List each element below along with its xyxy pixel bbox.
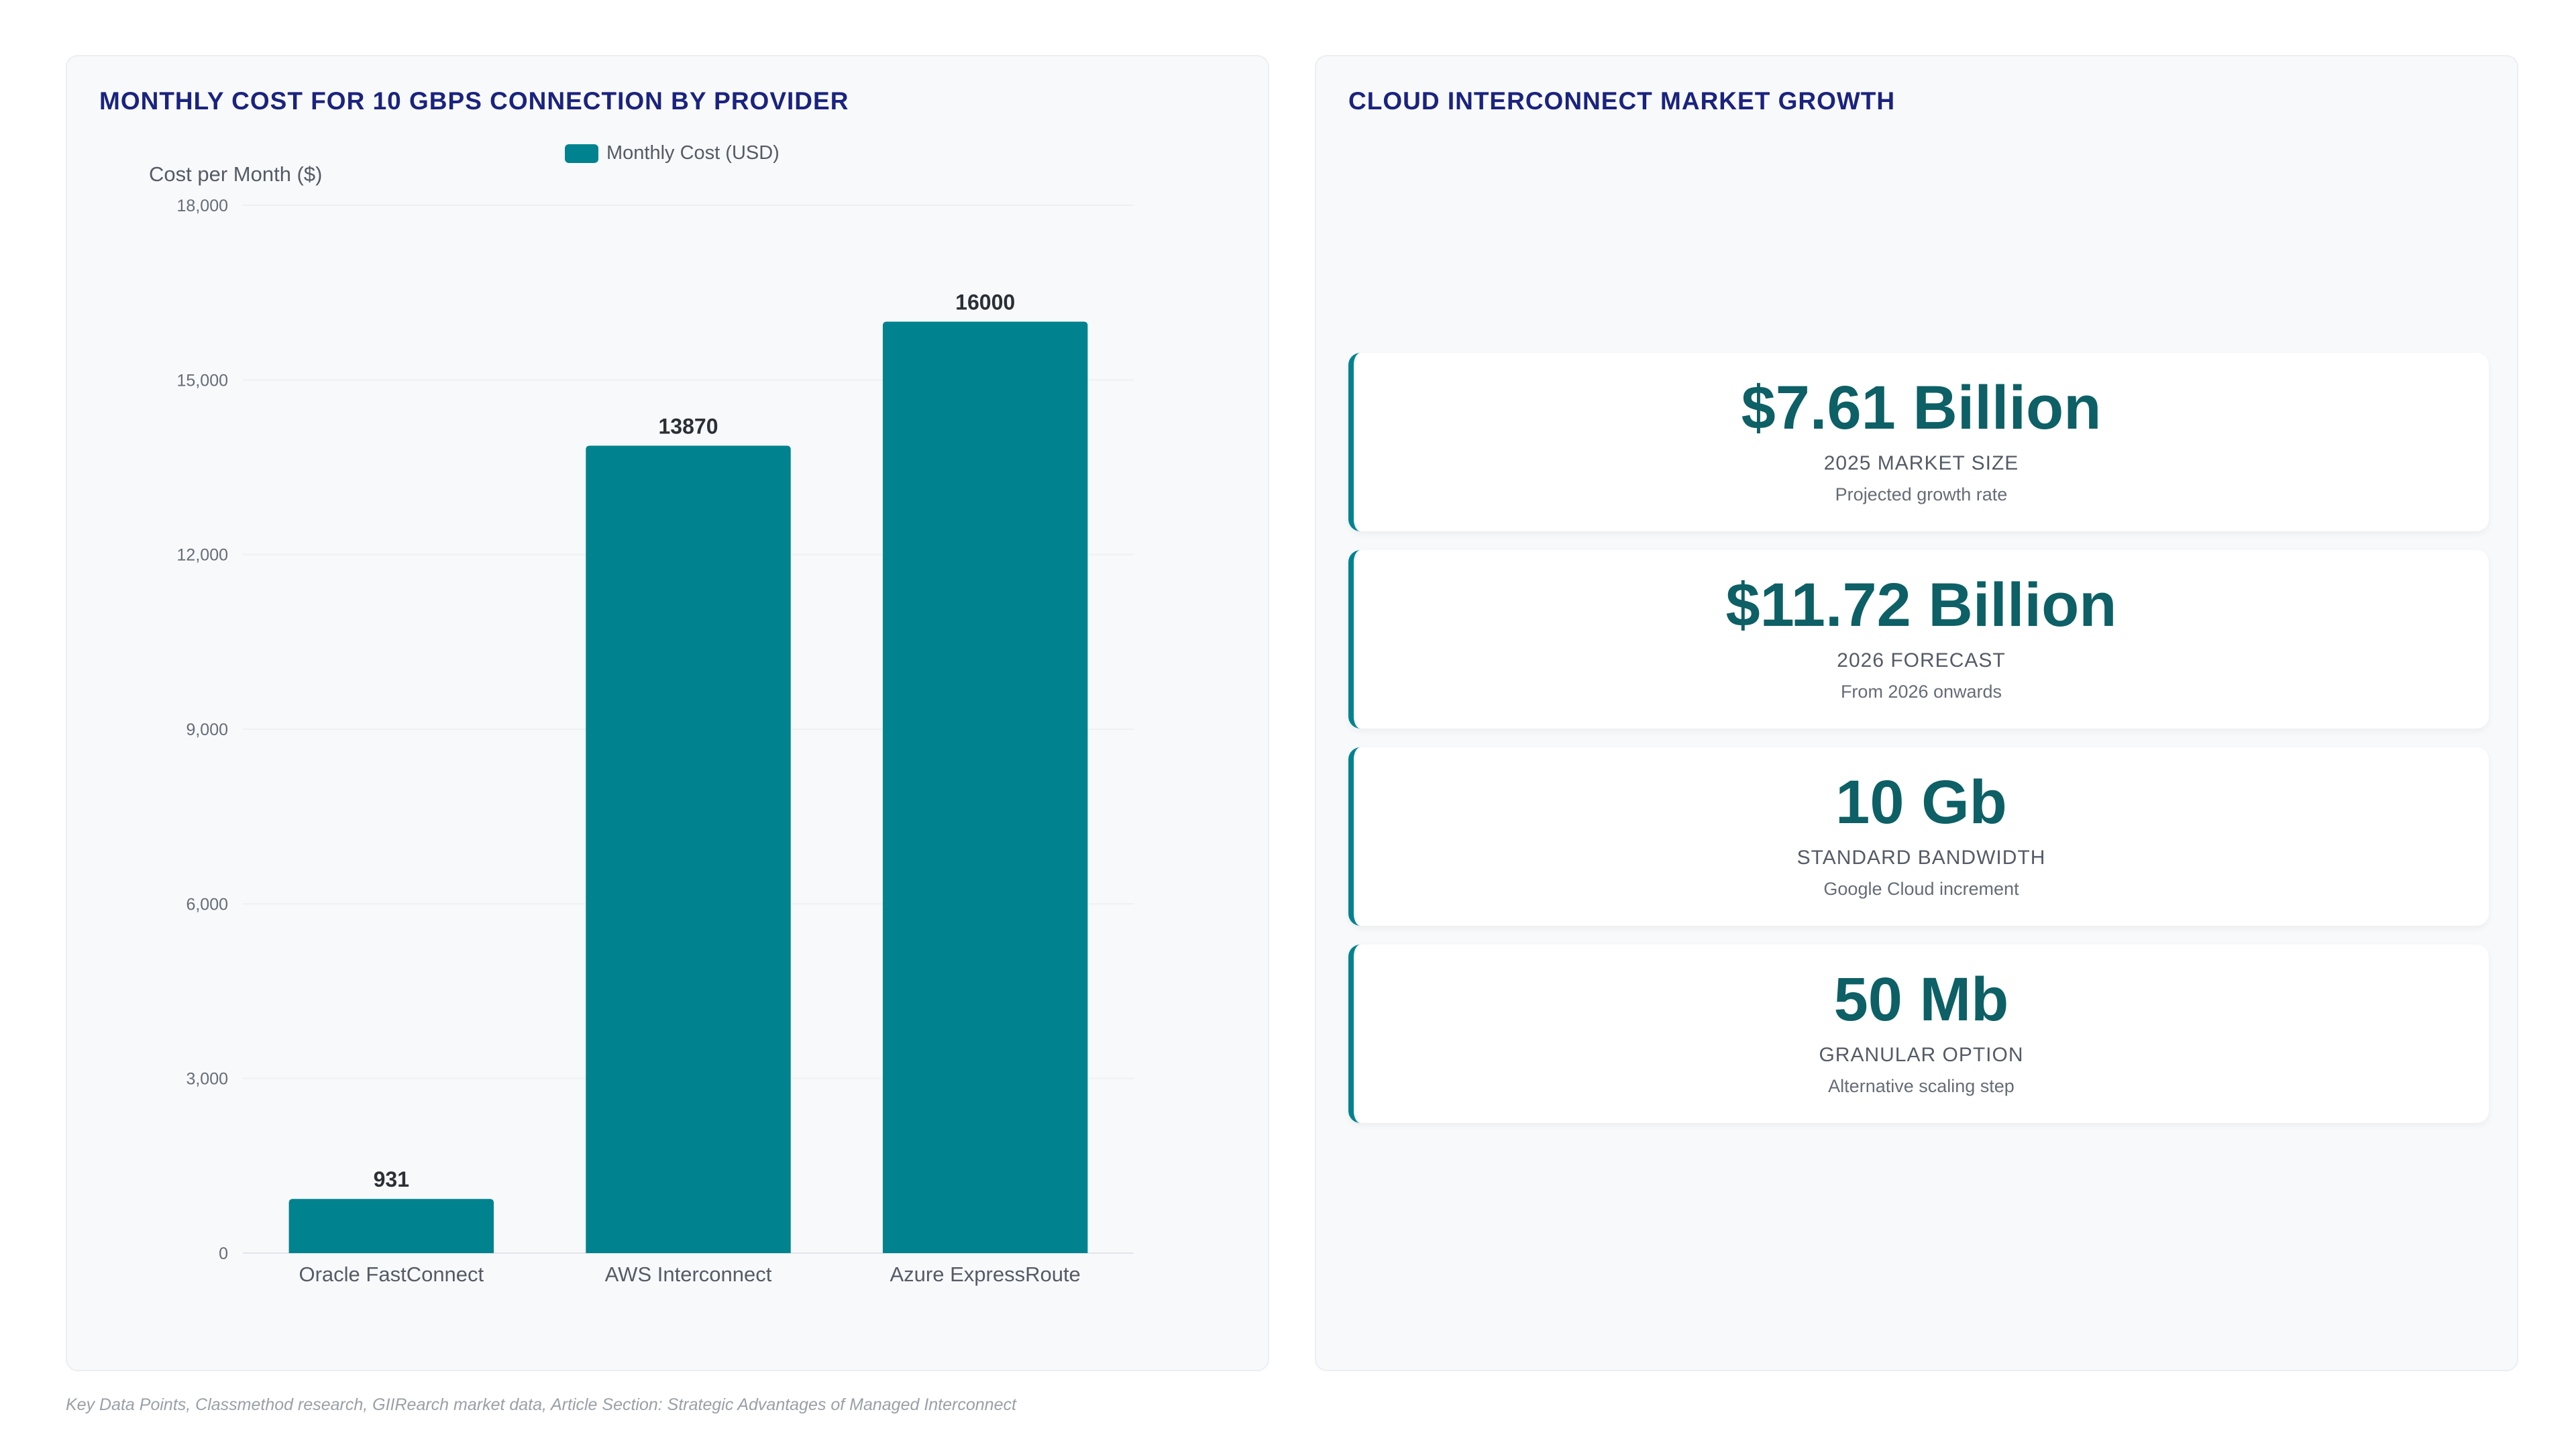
market-growth-panel: CLOUD INTERCONNECT MARKET GROWTH $7.61 B… <box>1315 55 2518 1371</box>
y-axis-label: Cost per Month ($) <box>149 162 323 186</box>
stat-value: 10 Gb <box>1835 768 2007 837</box>
stat-card-forecast: $11.72 Billion 2026 FORECAST From 2026 o… <box>1348 550 2489 729</box>
stat-label: 2026 FORECAST <box>1837 649 2006 672</box>
market-panel-title: CLOUD INTERCONNECT MARKET GROWTH <box>1348 87 1896 115</box>
bar <box>288 1199 494 1253</box>
stat-subtext: Alternative scaling step <box>1828 1076 2015 1096</box>
stat-card-list: $7.61 Billion 2025 MARKET SIZE Projected… <box>1348 353 2489 1142</box>
bar <box>586 445 791 1253</box>
y-tick-label: 3,000 <box>186 1070 228 1089</box>
stat-card-granular: 50 Mb GRANULAR OPTION Alternative scalin… <box>1348 945 2489 1123</box>
stat-value: $7.61 Billion <box>1741 374 2102 442</box>
cost-chart-panel: MONTHLY COST FOR 10 GBPS CONNECTION BY P… <box>66 55 1269 1371</box>
legend-label: Monthly Cost (USD) <box>606 142 780 164</box>
stat-subtext: Projected growth rate <box>1835 484 2008 504</box>
legend-swatch <box>565 144 598 163</box>
x-tick-label: AWS Interconnect <box>605 1263 772 1286</box>
stat-label: 2025 MARKET SIZE <box>1823 452 2019 474</box>
bar-data-label: 13870 <box>659 414 718 438</box>
stat-subtext: From 2026 onwards <box>1840 682 2002 702</box>
chart-legend[interactable]: Monthly Cost (USD) <box>565 142 780 164</box>
x-tick-label: Azure ExpressRoute <box>890 1263 1081 1286</box>
bar <box>882 321 1088 1253</box>
stat-value: $11.72 Billion <box>1725 571 2117 639</box>
bar-data-label: 931 <box>374 1167 409 1191</box>
stat-subtext: Google Cloud increment <box>1823 879 2019 899</box>
stat-card-bandwidth: 10 Gb STANDARD BANDWIDTH Google Cloud in… <box>1348 747 2489 926</box>
stat-value: 50 Mb <box>1833 965 2009 1034</box>
y-tick-label: 15,000 <box>177 371 228 390</box>
chart-panel-title: MONTHLY COST FOR 10 GBPS CONNECTION BY P… <box>99 87 849 115</box>
stat-label: GRANULAR OPTION <box>1819 1044 2024 1066</box>
y-tick-label: 12,000 <box>177 546 228 565</box>
stat-card-market-size: $7.61 Billion 2025 MARKET SIZE Projected… <box>1348 353 2489 531</box>
y-tick-label: 9,000 <box>186 720 228 739</box>
x-tick-label: Oracle FastConnect <box>299 1263 484 1286</box>
bar-data-label: 16000 <box>955 290 1015 315</box>
y-tick-label: 6,000 <box>186 895 228 914</box>
source-footnote: Key Data Points, Classmethod research, G… <box>66 1395 1016 1414</box>
y-tick-label: 18,000 <box>177 197 228 215</box>
stat-label: STANDARD BANDWIDTH <box>1796 847 2046 869</box>
cost-bar-chart: 0 3,000 6,000 9,000 12,000 15,000 18,000 931 Ora… <box>177 197 1134 1286</box>
y-tick-label: 0 <box>219 1244 228 1263</box>
